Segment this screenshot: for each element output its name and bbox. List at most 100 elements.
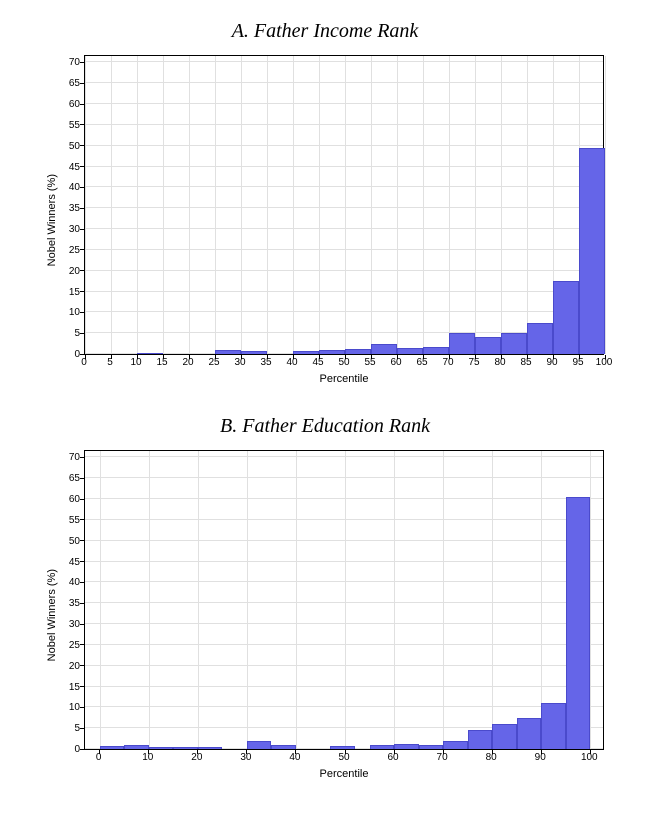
x-tick-label: 45 — [312, 357, 323, 368]
x-tick-label: 90 — [535, 752, 546, 763]
bar — [475, 337, 501, 354]
x-tick-label: 80 — [494, 357, 505, 368]
x-tick-label: 60 — [390, 357, 401, 368]
y-tick-label: 40 — [69, 182, 80, 193]
bar — [492, 724, 517, 749]
chart: B. Father Education Rank Nobel Winners (%… — [10, 415, 640, 780]
x-tick-label: 70 — [437, 752, 448, 763]
bar — [319, 350, 345, 354]
y-tick-label: 65 — [69, 473, 80, 484]
y-tick-label: 40 — [69, 577, 80, 588]
y-tick-label: 30 — [69, 619, 80, 630]
bar — [137, 353, 163, 354]
y-tick-label: 0 — [74, 349, 80, 360]
bar — [198, 747, 223, 749]
x-tick-label: 40 — [286, 357, 297, 368]
x-tick-label: 90 — [546, 357, 557, 368]
y-tick-label: 15 — [69, 682, 80, 693]
bar — [241, 351, 267, 354]
y-axis-ticks: 0510152025303540455055606570 — [62, 450, 84, 750]
y-tick-label: 10 — [69, 307, 80, 318]
y-tick-label: 5 — [74, 328, 80, 339]
x-tick-label: 100 — [581, 752, 598, 763]
bar — [419, 745, 444, 749]
x-tick-label: 5 — [107, 357, 113, 368]
bar — [501, 333, 527, 354]
y-tick-label: 35 — [69, 598, 80, 609]
x-tick-label: 50 — [338, 752, 349, 763]
bar — [149, 747, 174, 749]
y-axis-label: Nobel Winners (%) — [46, 569, 58, 661]
x-axis-ticks: 0 10 20 30 40 50 60 70 80 90 100 — [84, 752, 604, 766]
bar — [271, 745, 296, 749]
x-tick-label: 100 — [596, 357, 613, 368]
y-tick-label: 60 — [69, 99, 80, 110]
bar — [423, 347, 449, 355]
x-tick-label: 80 — [486, 752, 497, 763]
bar — [468, 730, 493, 749]
y-axis-ticks: 0510152025303540455055606570 — [62, 55, 84, 355]
y-tick-label: 45 — [69, 162, 80, 173]
x-tick-label: 65 — [416, 357, 427, 368]
y-tick-label: 45 — [69, 557, 80, 568]
bar — [517, 718, 542, 749]
x-tick-label: 20 — [182, 357, 193, 368]
x-tick-label: 0 — [81, 357, 87, 368]
x-tick-label: 50 — [338, 357, 349, 368]
bar — [566, 497, 591, 749]
y-tick-label: 60 — [69, 494, 80, 505]
y-tick-label: 15 — [69, 287, 80, 298]
bar — [443, 741, 468, 749]
y-axis-label: Nobel Winners (%) — [46, 174, 58, 266]
y-tick-label: 55 — [69, 120, 80, 131]
y-tick-label: 10 — [69, 702, 80, 713]
bar — [397, 348, 423, 354]
y-tick-label: 55 — [69, 515, 80, 526]
x-tick-label: 95 — [572, 357, 583, 368]
bar — [541, 703, 566, 749]
x-tick-label: 40 — [289, 752, 300, 763]
x-tick-label: 60 — [387, 752, 398, 763]
x-tick-label: 20 — [191, 752, 202, 763]
y-tick-label: 5 — [74, 723, 80, 734]
x-tick-label: 85 — [520, 357, 531, 368]
plot-area — [84, 450, 604, 750]
x-tick-label: 30 — [234, 357, 245, 368]
x-tick-label: 10 — [142, 752, 153, 763]
chart-title: A. Father Income Rank — [10, 20, 640, 43]
bar — [527, 323, 553, 354]
x-tick-label: 30 — [240, 752, 251, 763]
bar — [449, 333, 475, 354]
y-tick-label: 20 — [69, 266, 80, 277]
x-tick-label: 75 — [468, 357, 479, 368]
y-tick-label: 25 — [69, 245, 80, 256]
x-tick-label: 25 — [208, 357, 219, 368]
plot-area — [84, 55, 604, 355]
bar — [173, 747, 198, 749]
bar — [215, 350, 241, 354]
bar — [293, 351, 319, 354]
x-tick-label: 15 — [156, 357, 167, 368]
x-tick-label: 35 — [260, 357, 271, 368]
y-tick-label: 25 — [69, 640, 80, 651]
bar — [394, 744, 419, 749]
x-tick-label: 70 — [442, 357, 453, 368]
y-tick-label: 50 — [69, 536, 80, 547]
x-tick-label: 55 — [364, 357, 375, 368]
x-axis-label: Percentile — [84, 373, 604, 385]
y-tick-label: 35 — [69, 203, 80, 214]
x-axis-label: Percentile — [84, 768, 604, 780]
bars-layer — [85, 451, 603, 749]
bar — [345, 349, 371, 354]
x-tick-label: 10 — [130, 357, 141, 368]
chart-title: B. Father Education Rank — [10, 415, 640, 438]
y-tick-label: 20 — [69, 661, 80, 672]
bar — [370, 745, 395, 749]
x-tick-label: 0 — [96, 752, 102, 763]
chart: A. Father Income Rank Nobel Winners (%) 0 5… — [10, 20, 640, 385]
bar — [247, 741, 272, 749]
y-tick-label: 0 — [74, 744, 80, 755]
bar — [579, 148, 605, 354]
bars-layer — [85, 56, 603, 354]
x-axis-ticks: 0510152025303540455055606570758085909510… — [84, 357, 604, 371]
